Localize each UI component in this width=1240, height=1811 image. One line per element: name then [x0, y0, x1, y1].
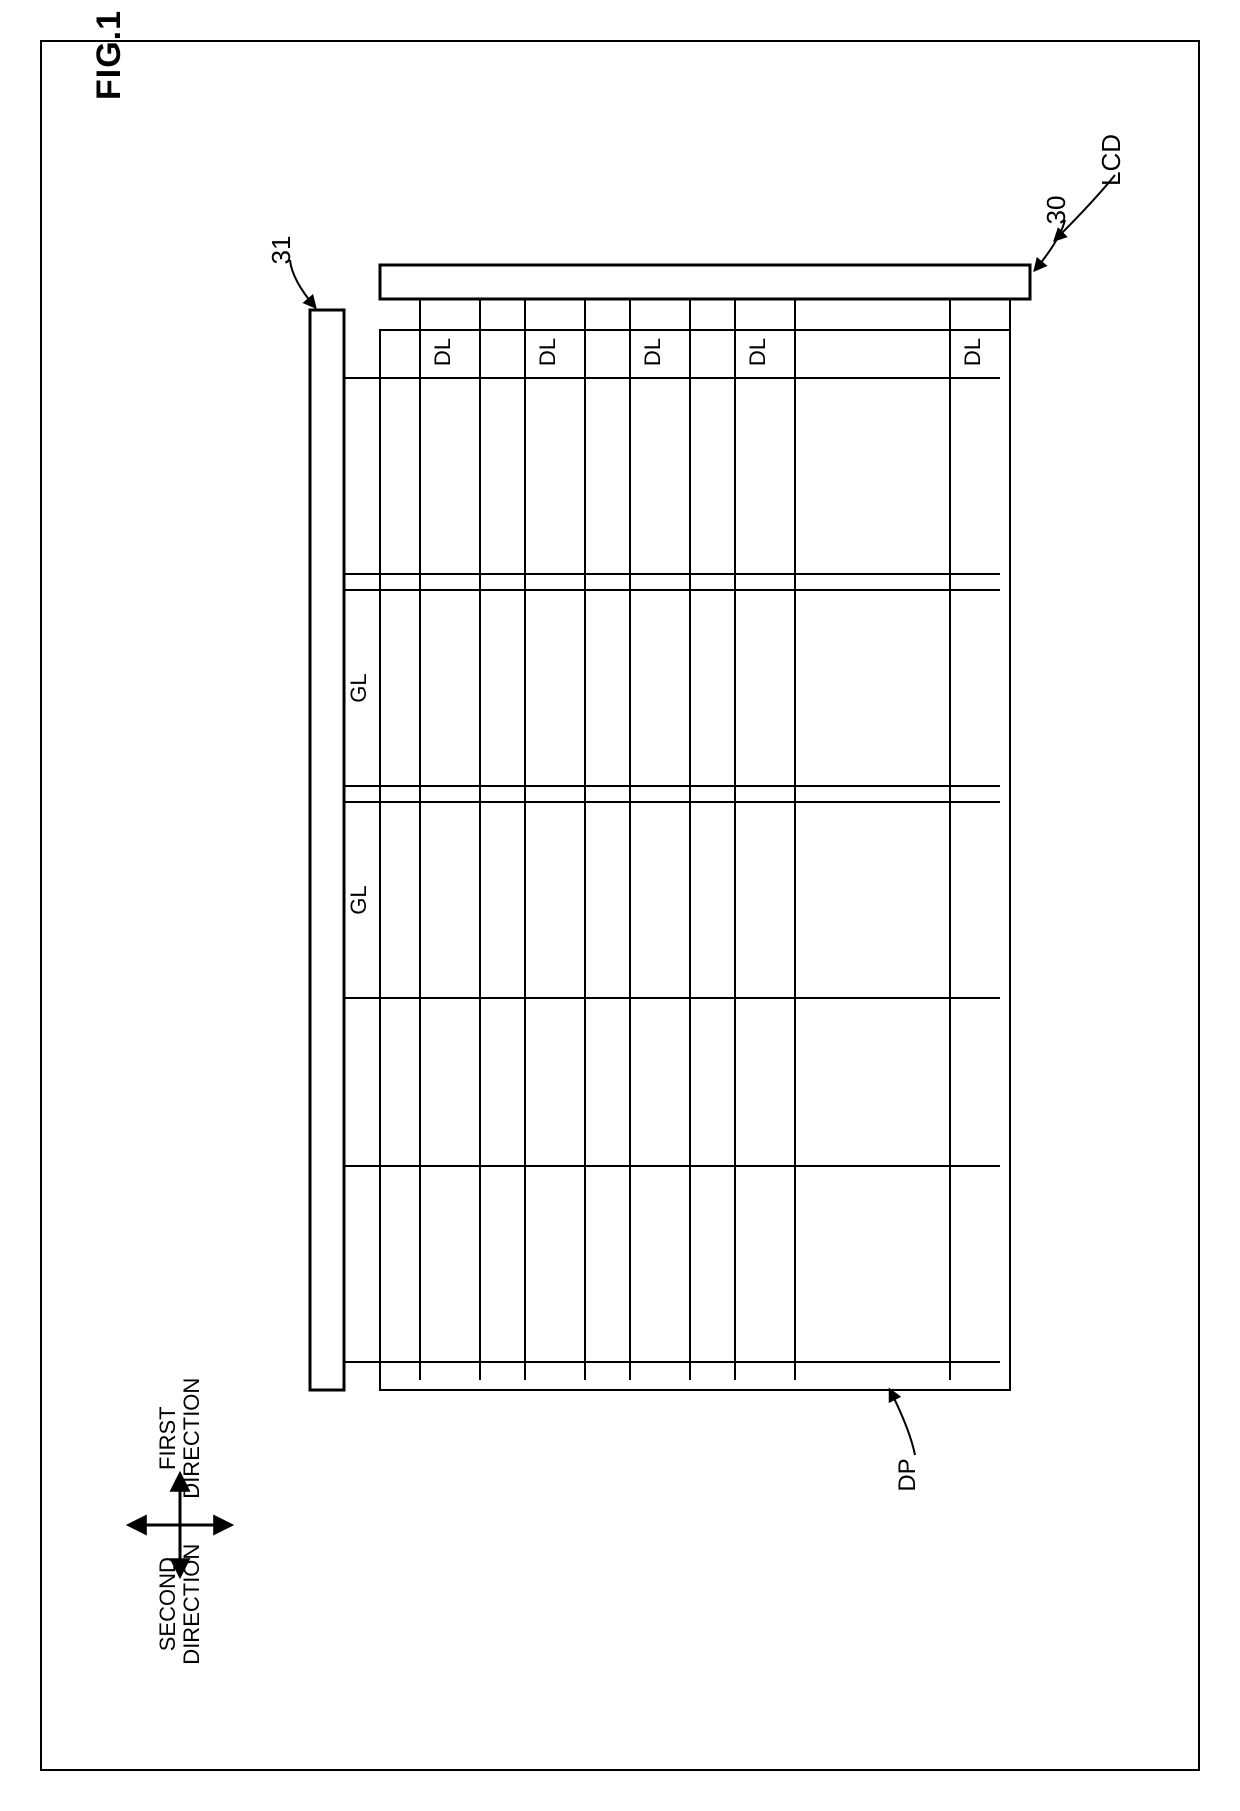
display-panel	[380, 330, 1010, 1390]
svg-text:DL: DL	[430, 338, 455, 366]
svg-text:GL: GL	[346, 673, 371, 702]
svg-text:DL: DL	[535, 338, 560, 366]
svg-text:DL: DL	[960, 338, 985, 366]
svg-text:DP: DP	[894, 1458, 921, 1491]
second-direction-label: SECONDDIRECTION	[156, 1484, 204, 1724]
svg-text:DL: DL	[640, 338, 665, 366]
gate-driver	[310, 310, 344, 1390]
svg-text:LCD: LCD	[1096, 134, 1126, 186]
direction-compass: FIRSTDIRECTION SECONDDIRECTION	[80, 1420, 280, 1620]
svg-text:GL: GL	[346, 885, 371, 914]
svg-text:30: 30	[1041, 196, 1071, 225]
svg-text:31: 31	[266, 236, 296, 265]
data-driver	[380, 265, 1030, 299]
svg-text:DL: DL	[745, 338, 770, 366]
